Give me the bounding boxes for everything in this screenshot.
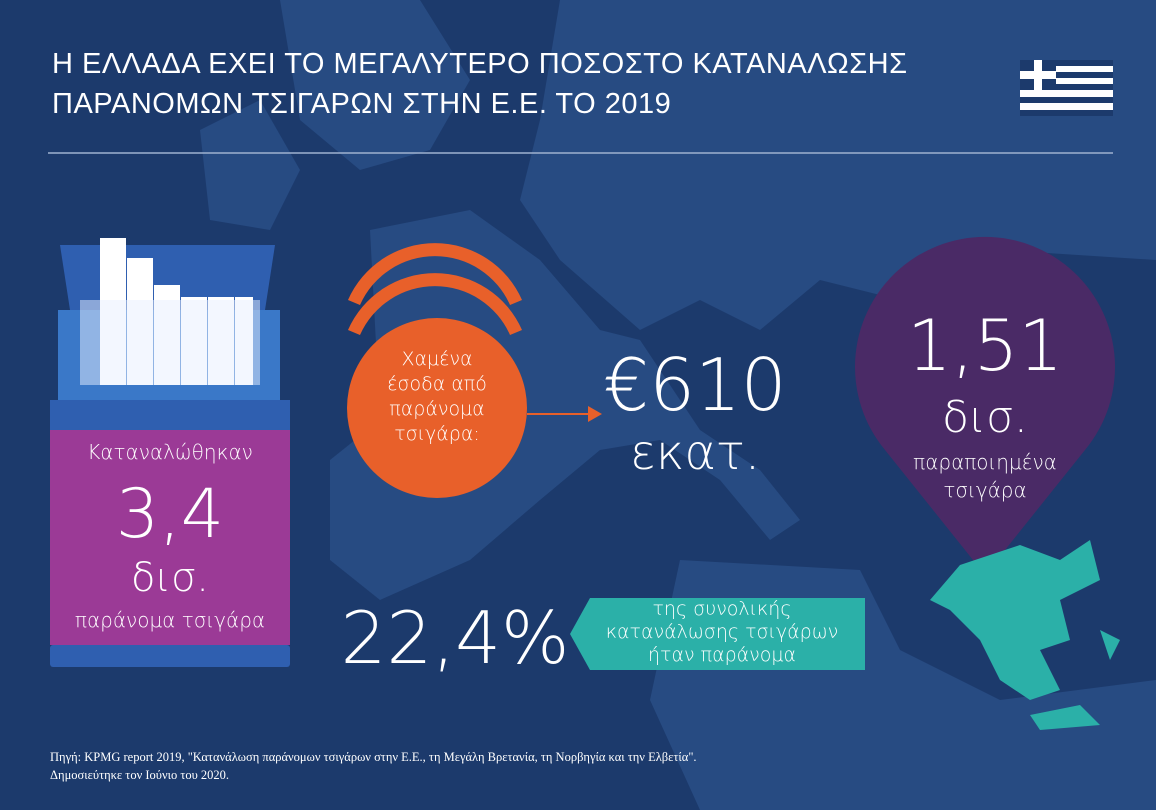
share-caption: κατανάλωσης τσιγάρων bbox=[605, 621, 839, 643]
source-line: Πηγή: KPMG report 2019, "Κατανάλωση παρά… bbox=[50, 750, 697, 765]
revenue-label: Χαμένα bbox=[401, 348, 473, 370]
counterfeit-pin bbox=[855, 236, 1115, 575]
revenue-value: €610 bbox=[603, 343, 787, 427]
pack-caption: παράνομα τσιγάρα bbox=[74, 608, 266, 632]
revenue-label: έσοδα από bbox=[387, 373, 487, 395]
source-text: KPMG report 2019, "Κατανάλωση παράνομων … bbox=[84, 750, 697, 764]
title-line: ΠΑΡΑΝΟΜΩΝ ΤΣΙΓΑΡΩΝ ΣΤΗΝ Ε.Ε. ΤΟ 2019 bbox=[52, 88, 672, 120]
share-caption: της συνολικής bbox=[652, 598, 792, 620]
revenue-label: παράνομα bbox=[389, 398, 485, 420]
revenue-badge bbox=[347, 243, 602, 498]
pack-value: 3,4 bbox=[115, 475, 225, 554]
share-banner bbox=[570, 598, 865, 670]
pack-unit: δισ. bbox=[130, 555, 210, 601]
counterfeit-unit: δισ. bbox=[942, 392, 1028, 443]
greek-flag bbox=[1020, 60, 1113, 116]
pack-label: Καταναλώθηκαν bbox=[87, 440, 253, 464]
counterfeit-value: 1,51 bbox=[907, 305, 1063, 387]
counterfeit-caption: τσιγάρα bbox=[943, 478, 1027, 502]
source-label: Πηγή: bbox=[50, 750, 82, 764]
counterfeit-caption: παραποιημένα bbox=[913, 450, 1057, 474]
cigarette-pack bbox=[50, 238, 290, 667]
revenue-label: τσιγάρα: bbox=[394, 423, 480, 445]
share-value: 22,4% bbox=[340, 596, 570, 680]
greece-map bbox=[930, 540, 1120, 730]
revenue-unit: εκατ. bbox=[629, 425, 761, 481]
title-line: Η ΕΛΛΑΔΑ ΕΧΕΙ ΤΟ ΜΕΓΑΛΥΤΕΡΟ ΠΟΣΟΣΤΟ ΚΑΤΑ… bbox=[52, 48, 908, 80]
source-published: Δημοσιεύτηκε τον Ιούνιο του 2020. bbox=[50, 768, 230, 782]
share-caption: ήταν παράνομα bbox=[647, 644, 797, 666]
